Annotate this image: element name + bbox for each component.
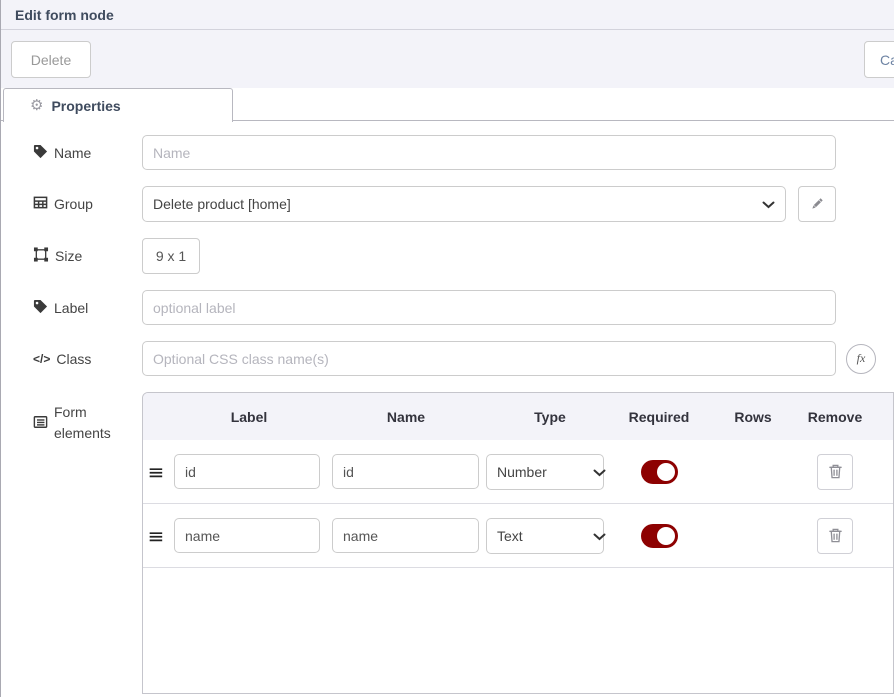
table-row: ≡ Number <box>143 440 893 504</box>
form-elements-table: Label Name Type Required Rows Remove ≡ N… <box>142 392 894 694</box>
column-header-name: Name <box>386 408 426 425</box>
dialog-toolbar: Delete Cancel <box>1 30 894 88</box>
group-row: Group Delete product [home] <box>1 186 894 222</box>
element-type-select[interactable]: Text <box>486 517 604 554</box>
element-name-input[interactable] <box>332 454 479 489</box>
class-input[interactable] <box>142 341 836 376</box>
list-alt-icon <box>33 415 48 432</box>
form-elements-table-header: Label Name Type Required Rows Remove <box>143 393 893 440</box>
size-label: Size <box>33 247 142 265</box>
remove-element-button[interactable] <box>817 453 853 490</box>
tab-properties[interactable]: ⚙ Properties <box>3 88 233 122</box>
table-icon <box>33 195 48 213</box>
element-name-input[interactable] <box>332 518 479 553</box>
delete-button[interactable]: Delete <box>11 41 91 78</box>
drag-handle-icon[interactable]: ≡ <box>147 523 165 548</box>
fx-button[interactable]: fx <box>846 343 876 374</box>
name-input[interactable] <box>142 135 836 170</box>
edit-group-button[interactable] <box>798 186 836 222</box>
size-row: Size 9 x 1 <box>1 238 894 274</box>
label-input[interactable] <box>142 290 836 325</box>
column-header-remove: Remove <box>807 408 863 425</box>
element-type-select[interactable]: Number <box>486 453 604 490</box>
label-row: Label <box>1 290 894 325</box>
table-row: ≡ Text <box>143 504 893 568</box>
remove-element-button[interactable] <box>817 517 853 554</box>
code-icon: </> <box>33 351 51 366</box>
object-group-icon <box>33 247 49 265</box>
tag-icon <box>33 144 48 162</box>
drag-handle-icon[interactable]: ≡ <box>147 459 165 484</box>
required-toggle[interactable] <box>640 459 678 484</box>
properties-panel: Name Group Delete product [home] Size <box>1 121 894 694</box>
class-label: </> Class <box>33 350 92 367</box>
group-label: Group <box>33 195 142 213</box>
tag-icon <box>33 299 48 317</box>
column-header-rows: Rows <box>734 408 772 425</box>
required-toggle[interactable] <box>640 523 678 548</box>
class-row: </> Class fx <box>1 341 894 376</box>
cancel-button[interactable]: Cancel <box>864 41 894 78</box>
column-header-required: Required <box>628 408 690 425</box>
dialog-titlebar: Edit form node <box>1 0 894 30</box>
element-label-input[interactable] <box>174 454 320 489</box>
size-button[interactable]: 9 x 1 <box>142 238 200 274</box>
tab-bar: ⚙ Properties <box>1 88 894 122</box>
trash-icon <box>828 464 842 479</box>
pencil-icon <box>812 198 823 209</box>
name-label: Name <box>33 144 142 162</box>
trash-icon <box>828 528 842 543</box>
group-select-shell: Delete product [home] <box>142 186 786 222</box>
form-elements-label: Form elements <box>33 392 142 444</box>
element-label-input[interactable] <box>174 518 320 553</box>
form-elements-row: Form elements Label Name Type Required R… <box>1 392 894 694</box>
group-select[interactable]: Delete product [home] <box>142 186 786 222</box>
column-header-label: Label <box>230 408 268 425</box>
dialog-title: Edit form node <box>15 6 114 23</box>
name-row: Name <box>1 135 894 170</box>
column-header-type: Type <box>534 408 566 425</box>
label-label: Label <box>33 299 142 317</box>
tab-properties-label: Properties <box>51 97 121 114</box>
gear-icon: ⚙ <box>30 97 44 114</box>
